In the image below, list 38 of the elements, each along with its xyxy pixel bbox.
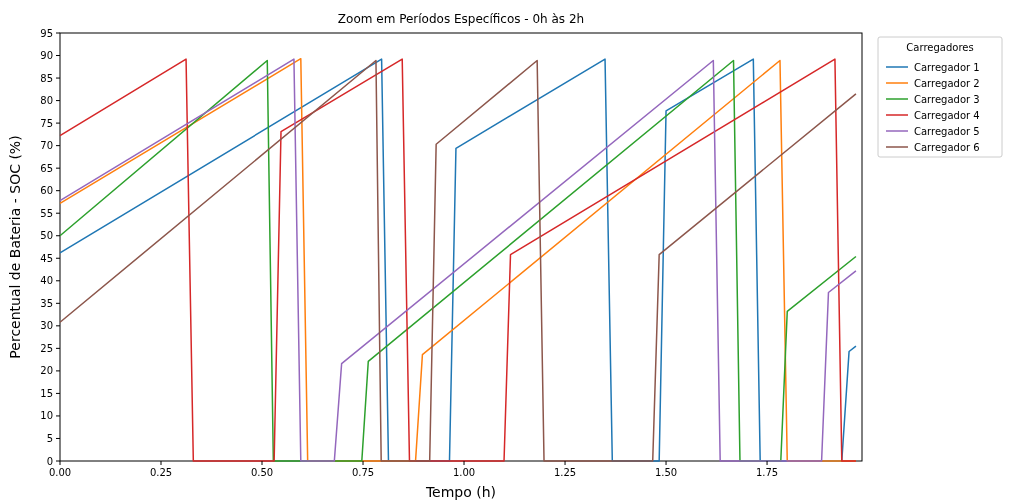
y-tick-label: 10 [40, 410, 53, 422]
y-tick-label: 95 [40, 27, 53, 39]
y-tick-label: 25 [40, 342, 53, 354]
y-axis-title: Percentual de Bateria - SOC (%) [7, 135, 23, 359]
chart-title: Zoom em Períodos Específicos - 0h às 2h [337, 12, 585, 26]
y-tick-label: 55 [40, 207, 53, 219]
y-tick-label: 90 [40, 50, 53, 62]
legend-title: Carregadores [906, 42, 974, 53]
y-tick-label: 70 [40, 140, 53, 152]
y-tick-label: 65 [40, 162, 53, 174]
x-tick-label: 1.75 [755, 467, 779, 478]
legend-label: Carregador 6 [914, 141, 980, 153]
y-tick-label: 0 [46, 455, 53, 467]
y-tick-label: 75 [40, 117, 53, 129]
y-tick-label: 40 [40, 275, 53, 287]
legend-label: Carregador 1 [914, 61, 980, 73]
x-tick-label: 1.25 [553, 467, 577, 478]
legend-label: Carregador 2 [914, 77, 980, 89]
x-tick-label: 0.50 [250, 467, 274, 478]
y-tick-label: 45 [40, 252, 53, 264]
legend-label: Carregador 5 [914, 125, 980, 137]
y-tick-label: 35 [40, 297, 53, 309]
x-tick-label: 1.50 [654, 467, 678, 478]
y-tick-label: 15 [40, 387, 53, 399]
y-tick-label: 30 [40, 320, 53, 332]
y-tick-label: 80 [40, 95, 53, 107]
x-tick-label: 0.25 [149, 467, 173, 478]
x-tick-label: 0.00 [48, 467, 72, 478]
y-tick-label: 85 [40, 72, 53, 84]
y-tick-label: 50 [40, 230, 53, 242]
x-axis-title: Tempo (h) [424, 484, 497, 500]
legend-label: Carregador 4 [914, 109, 980, 121]
legend-label: Carregador 3 [914, 93, 980, 105]
y-tick-label: 5 [46, 432, 53, 444]
y-tick-label: 20 [40, 365, 53, 377]
x-tick-label: 0.75 [351, 467, 375, 478]
y-tick-label: 60 [40, 185, 53, 197]
x-tick-label: 1.00 [452, 467, 476, 478]
